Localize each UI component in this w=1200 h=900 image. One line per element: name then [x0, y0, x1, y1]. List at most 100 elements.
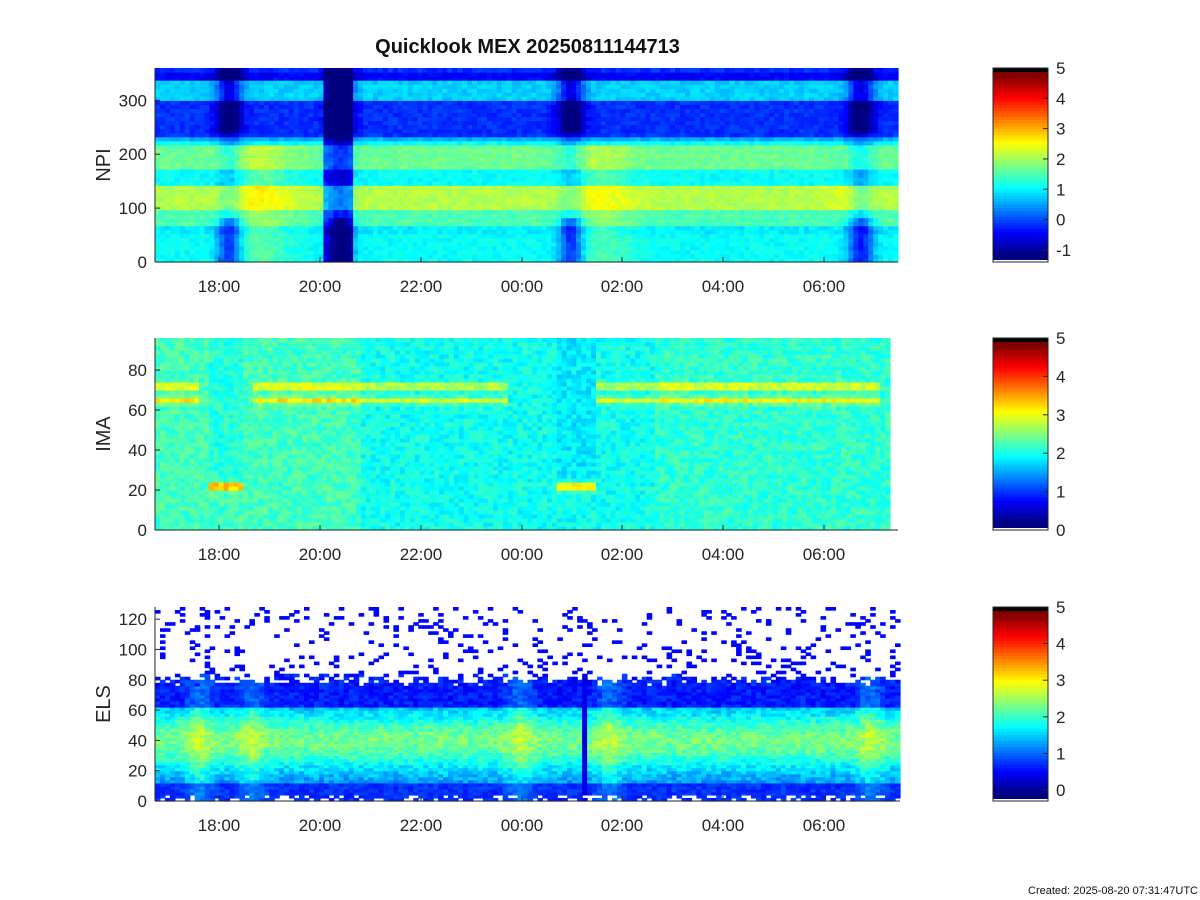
- heatmap-cell: [348, 197, 354, 202]
- heatmap-cell: [422, 156, 429, 162]
- heatmap-cell: [437, 148, 443, 154]
- heatmap-cell: [382, 249, 389, 255]
- heatmap-cell: [338, 136, 344, 142]
- heatmap-cell: [343, 112, 349, 118]
- heatmap-cell: [377, 213, 384, 219]
- heatmap-cell: [516, 140, 523, 146]
- heatmap-cell: [526, 201, 533, 207]
- heatmap-cell: [338, 205, 344, 211]
- heatmap-cell: [249, 96, 255, 101]
- heatmap-cell: [526, 156, 533, 162]
- heatmap-cell: [308, 205, 315, 211]
- heatmap-cell: [288, 257, 295, 263]
- heatmap-cell: [353, 193, 359, 198]
- heatmap-cell: [288, 84, 295, 89]
- heatmap-cell: [155, 209, 161, 215]
- heatmap-cell: [467, 233, 473, 239]
- heatmap-cell: [427, 152, 433, 158]
- heatmap-cell: [363, 116, 369, 122]
- heatmap-cell: [491, 152, 498, 158]
- heatmap-cell: [506, 68, 513, 73]
- heatmap-cell: [259, 169, 265, 174]
- heatmap-cell: [283, 120, 290, 126]
- heatmap-cell: [665, 181, 671, 186]
- heatmap-cell: [219, 213, 225, 219]
- heatmap-cell: [323, 245, 329, 251]
- heatmap-cell: [660, 152, 666, 158]
- heatmap-cell: [219, 177, 225, 182]
- heatmap-cell: [665, 68, 671, 73]
- heatmap-cell: [358, 96, 364, 101]
- heatmap-cell: [566, 80, 572, 85]
- heatmap-cell: [462, 241, 468, 247]
- heatmap-cell: [472, 197, 478, 202]
- heatmap-cell: [442, 193, 448, 198]
- heatmap-cell: [610, 177, 617, 182]
- heatmap-cell: [496, 173, 503, 178]
- heatmap-cell: [506, 229, 513, 235]
- heatmap-cell: [397, 112, 404, 118]
- heatmap-cell: [169, 217, 176, 223]
- heatmap-cell: [402, 197, 409, 202]
- heatmap-cell: [615, 84, 622, 89]
- heatmap-cell: [179, 245, 186, 251]
- heatmap-cell: [199, 193, 206, 198]
- heatmap-cell: [491, 80, 498, 85]
- heatmap-cell: [491, 132, 498, 138]
- heatmap-cell: [278, 76, 285, 81]
- heatmap-cell: [283, 229, 290, 235]
- heatmap-cell: [259, 181, 265, 186]
- heatmap-cell: [531, 209, 537, 215]
- heatmap-cell: [249, 253, 255, 259]
- heatmap-cell: [640, 245, 646, 251]
- heatmap-cell: [318, 189, 325, 194]
- heatmap-cell: [174, 193, 181, 198]
- heatmap-cell: [625, 92, 632, 97]
- heatmap-cell: [531, 80, 537, 85]
- heatmap-cell: [620, 225, 627, 231]
- heatmap-cell: [506, 116, 513, 122]
- heatmap-cell: [318, 140, 325, 146]
- heatmap-cell: [363, 72, 369, 77]
- heatmap-cell: [551, 197, 557, 202]
- heatmap-cell: [551, 241, 557, 247]
- heatmap-cell: [665, 124, 671, 130]
- heatmap-cell: [318, 169, 325, 174]
- heatmap-cell: [234, 209, 240, 215]
- heatmap-cell: [164, 197, 171, 202]
- heatmap-cell: [278, 100, 285, 105]
- heatmap-cell: [338, 189, 344, 194]
- heatmap-cell: [481, 177, 488, 182]
- heatmap-cell: [194, 96, 201, 101]
- heatmap-cell: [462, 169, 468, 174]
- heatmap-cell: [303, 156, 310, 162]
- heatmap-cell: [437, 68, 443, 73]
- heatmap-cell: [204, 217, 211, 223]
- heatmap-cell: [635, 213, 642, 219]
- heatmap-cell: [338, 197, 344, 202]
- heatmap-cell: [427, 241, 433, 247]
- heatmap-cell: [358, 140, 364, 146]
- heatmap-cell: [556, 185, 562, 190]
- heatmap-cell: [254, 165, 260, 170]
- heatmap-cell: [392, 237, 399, 243]
- heatmap-cell: [625, 193, 632, 198]
- heatmap-cell: [521, 136, 528, 142]
- heatmap-cell: [278, 148, 285, 154]
- heatmap-cell: [472, 84, 478, 89]
- heatmap-cell: [372, 124, 379, 130]
- heatmap-cell: [486, 120, 493, 126]
- heatmap-cell: [353, 112, 359, 118]
- heatmap-cell: [442, 100, 448, 105]
- heatmap-cell: [244, 96, 250, 101]
- heatmap-cell: [199, 213, 206, 219]
- heatmap-cell: [457, 88, 463, 93]
- heatmap-cell: [298, 249, 305, 255]
- heatmap-cell: [472, 160, 478, 166]
- heatmap-cell: [595, 177, 602, 182]
- heatmap-cell: [615, 237, 622, 243]
- heatmap-cell: [387, 160, 394, 166]
- heatmap-cell: [288, 68, 295, 73]
- heatmap-cell: [625, 245, 632, 251]
- heatmap-cell: [209, 136, 216, 142]
